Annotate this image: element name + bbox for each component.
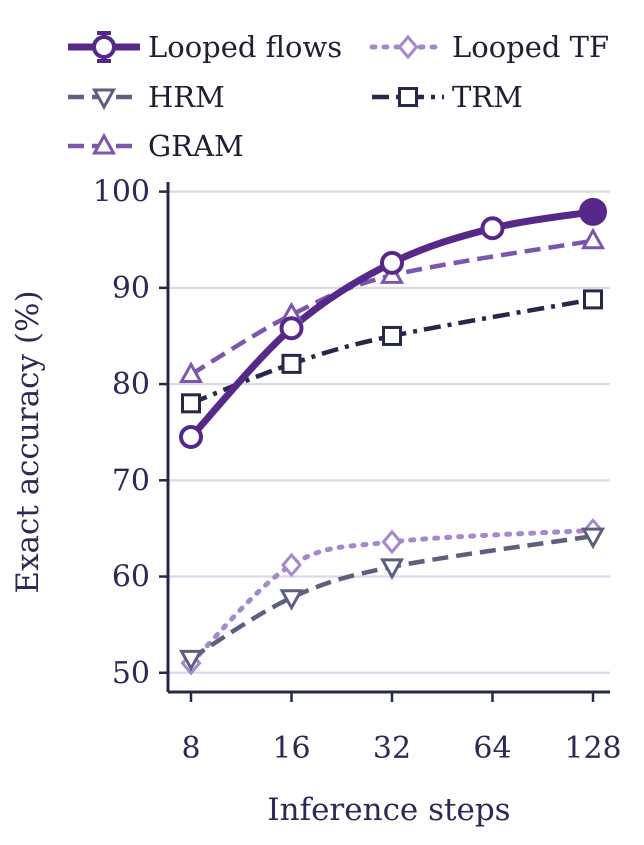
series-line — [188, 208, 594, 440]
legend-label: TRM — [452, 80, 523, 114]
series-line — [189, 238, 594, 377]
y-tick-label: 100 — [93, 175, 150, 210]
legend-label: Looped TF — [452, 30, 609, 64]
x-tick-label: 32 — [373, 731, 411, 766]
data-point — [380, 250, 404, 275]
y-tick-label: 80 — [112, 367, 150, 402]
data-point — [281, 552, 302, 578]
y-ticks: 50 60 70 80 90 100 — [93, 175, 168, 691]
legend-marker — [91, 132, 117, 155]
data-point — [480, 216, 505, 241]
series-line — [188, 527, 596, 666]
series-line — [190, 297, 594, 406]
data-point — [382, 325, 402, 346]
data-point — [178, 361, 204, 383]
data-point — [580, 527, 606, 550]
data-point — [279, 589, 304, 611]
legend-marker — [92, 35, 116, 59]
data-point — [279, 316, 304, 341]
legend-label: GRAM — [148, 129, 244, 163]
axes — [166, 182, 610, 694]
legend-marker — [397, 34, 419, 60]
legend-label: Looped flows — [148, 30, 342, 64]
data-point — [580, 227, 606, 250]
y-tick-label: 50 — [112, 656, 150, 691]
data-point — [179, 425, 203, 449]
x-tick-label: 64 — [473, 731, 511, 766]
legend-marker — [398, 87, 418, 107]
data-point — [583, 289, 603, 310]
data-point — [281, 353, 302, 374]
y-tick-label: 90 — [112, 271, 150, 306]
data-point — [381, 529, 403, 555]
legend-marker — [91, 88, 117, 111]
y-axis-title: Exact accuracy (%) — [10, 290, 46, 593]
x-tick-label: 16 — [272, 731, 310, 766]
series-line — [189, 533, 594, 661]
y-tick-label: 70 — [112, 463, 150, 498]
x-ticks: 8 16 32 64 128 — [181, 692, 622, 766]
legend: Looped flows HRM GRAM Looped TF TRM — [68, 30, 609, 163]
legend-label: HRM — [148, 80, 225, 114]
x-tick-label: 128 — [564, 731, 621, 766]
data-point — [379, 558, 405, 580]
x-tick-label: 8 — [181, 731, 200, 766]
data-point — [178, 649, 204, 672]
data-point — [181, 393, 201, 414]
data-point — [579, 197, 607, 226]
y-tick-label: 60 — [112, 560, 150, 595]
x-axis-title: Inference steps — [267, 792, 510, 828]
series-markers — [178, 197, 607, 676]
